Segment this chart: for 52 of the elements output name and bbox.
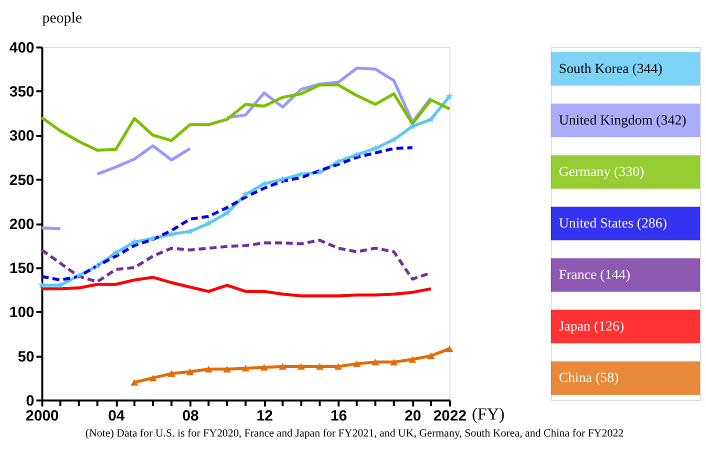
y-tick-label: 100 — [9, 305, 34, 322]
text: South Korea (344) — [558, 62, 663, 77]
y-tick-label: 0 — [26, 393, 34, 410]
point — [372, 144, 379, 152]
point — [352, 360, 361, 368]
point — [223, 209, 231, 216]
y-tick-label: 300 — [9, 128, 34, 145]
y-tick-label: 200 — [9, 216, 34, 233]
x-tick-label: 20 — [404, 408, 422, 424]
point — [427, 352, 435, 360]
text: (Note) Data for U.S. is for FY2020, France and Japan for FY2021, and UK, Germany, South Korea, and China for FY2022 — [85, 427, 624, 440]
point — [334, 363, 342, 370]
point — [242, 364, 250, 372]
y-axis-title: people — [42, 10, 82, 27]
text: Germany (330) — [558, 164, 645, 180]
x-axis-title: (FY) — [472, 404, 505, 424]
text: United States (286) — [558, 216, 668, 232]
y-tick-label: 400 — [9, 40, 34, 56]
point — [204, 366, 212, 372]
x-tick-label: 04 — [108, 408, 126, 424]
x-tick-label: 08 — [182, 408, 199, 424]
y-tick-label: 250 — [9, 172, 34, 189]
y-tick-label: 150 — [9, 261, 34, 278]
line-series — [40, 146, 414, 282]
point — [168, 370, 176, 377]
point — [279, 176, 286, 182]
point — [260, 364, 268, 371]
point — [297, 363, 306, 370]
text: Japan (126) — [558, 320, 624, 335]
text: China (58) — [558, 371, 620, 386]
point — [371, 358, 380, 366]
line-series — [40, 83, 451, 152]
point — [427, 116, 435, 122]
x-tick-label: 16 — [330, 408, 348, 424]
point — [278, 363, 287, 370]
point — [149, 374, 157, 382]
x-tick-label: 12 — [256, 408, 273, 424]
point — [223, 366, 231, 372]
x-tick-label: 2022 — [433, 408, 467, 424]
x-tick-label: 2000 — [26, 408, 59, 424]
y-tick-label: 50 — [18, 349, 34, 366]
point — [149, 234, 157, 242]
point — [390, 358, 398, 366]
point — [316, 363, 324, 370]
point — [130, 379, 138, 386]
y-tick-label: 350 — [9, 84, 34, 101]
point — [446, 345, 454, 352]
text: United Kingdom (342) — [558, 113, 687, 128]
point — [186, 368, 194, 376]
text: France (144) — [558, 268, 631, 284]
point — [446, 92, 454, 100]
point — [408, 356, 416, 363]
